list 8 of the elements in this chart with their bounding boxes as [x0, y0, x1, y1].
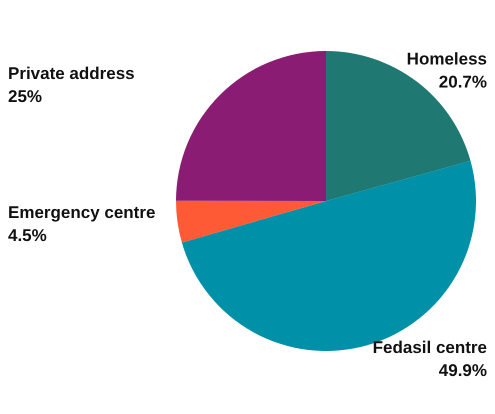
slice-label: Homeless — [406, 49, 487, 68]
slice-label: Private address — [8, 64, 135, 83]
data-label: 20.7% — [438, 72, 487, 92]
slice-label: Emergency centre — [8, 202, 156, 222]
data-label: 49.9% — [438, 360, 487, 380]
data-label: 4.5% — [8, 226, 47, 245]
data-label: 25% — [8, 86, 42, 106]
slice-label: Fedasil centre — [372, 338, 487, 357]
